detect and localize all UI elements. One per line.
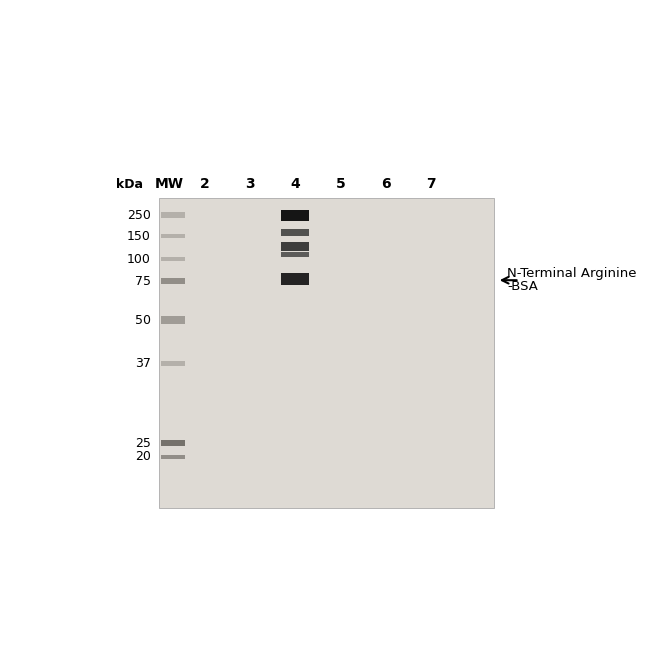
Bar <box>161 317 185 324</box>
Text: 50: 50 <box>135 314 151 327</box>
Bar <box>161 361 185 365</box>
Text: 3: 3 <box>245 177 255 190</box>
Text: 5: 5 <box>336 177 346 190</box>
Text: 100: 100 <box>127 253 151 266</box>
Text: 6: 6 <box>381 177 391 190</box>
Text: kDa: kDa <box>116 177 142 190</box>
Text: 2: 2 <box>200 177 209 190</box>
Bar <box>281 242 309 251</box>
Text: 250: 250 <box>127 209 151 222</box>
Bar <box>161 454 185 459</box>
Text: 7: 7 <box>426 177 436 190</box>
Text: MW: MW <box>155 177 184 190</box>
Text: 75: 75 <box>135 275 151 288</box>
Bar <box>161 234 185 239</box>
Bar <box>281 252 309 257</box>
Bar <box>159 198 494 508</box>
Text: 20: 20 <box>135 450 151 463</box>
Text: -BSA: -BSA <box>507 280 538 293</box>
Bar <box>161 213 185 218</box>
Bar <box>281 273 309 285</box>
Bar <box>161 440 185 447</box>
Text: 4: 4 <box>291 177 300 190</box>
Bar <box>161 278 185 285</box>
Text: N-Terminal Arginine: N-Terminal Arginine <box>507 267 636 280</box>
Bar <box>281 210 309 220</box>
Text: 150: 150 <box>127 229 151 242</box>
Text: 25: 25 <box>135 437 151 450</box>
Text: 37: 37 <box>135 357 151 370</box>
Bar <box>281 229 309 236</box>
Bar <box>161 257 185 261</box>
